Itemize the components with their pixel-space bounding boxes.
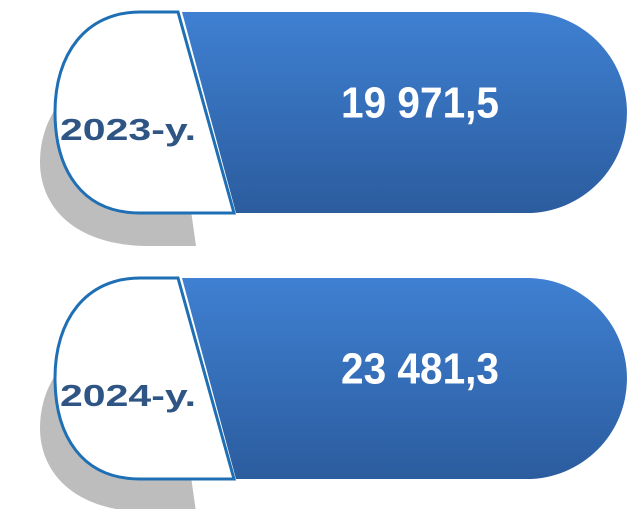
item: 2023-y. 19 971,5	[40, 10, 627, 246]
label-tab	[53, 10, 236, 215]
amount: 19 971,5	[341, 79, 499, 128]
item: 2024-y. 23 481,3	[40, 276, 627, 509]
value-pill	[182, 12, 627, 213]
year-label: 2024-y.	[60, 378, 196, 413]
amount: 23 481,3	[341, 345, 499, 394]
value-pill	[182, 278, 627, 479]
label-tab	[53, 276, 236, 481]
year-label: 2023-y.	[60, 112, 196, 147]
